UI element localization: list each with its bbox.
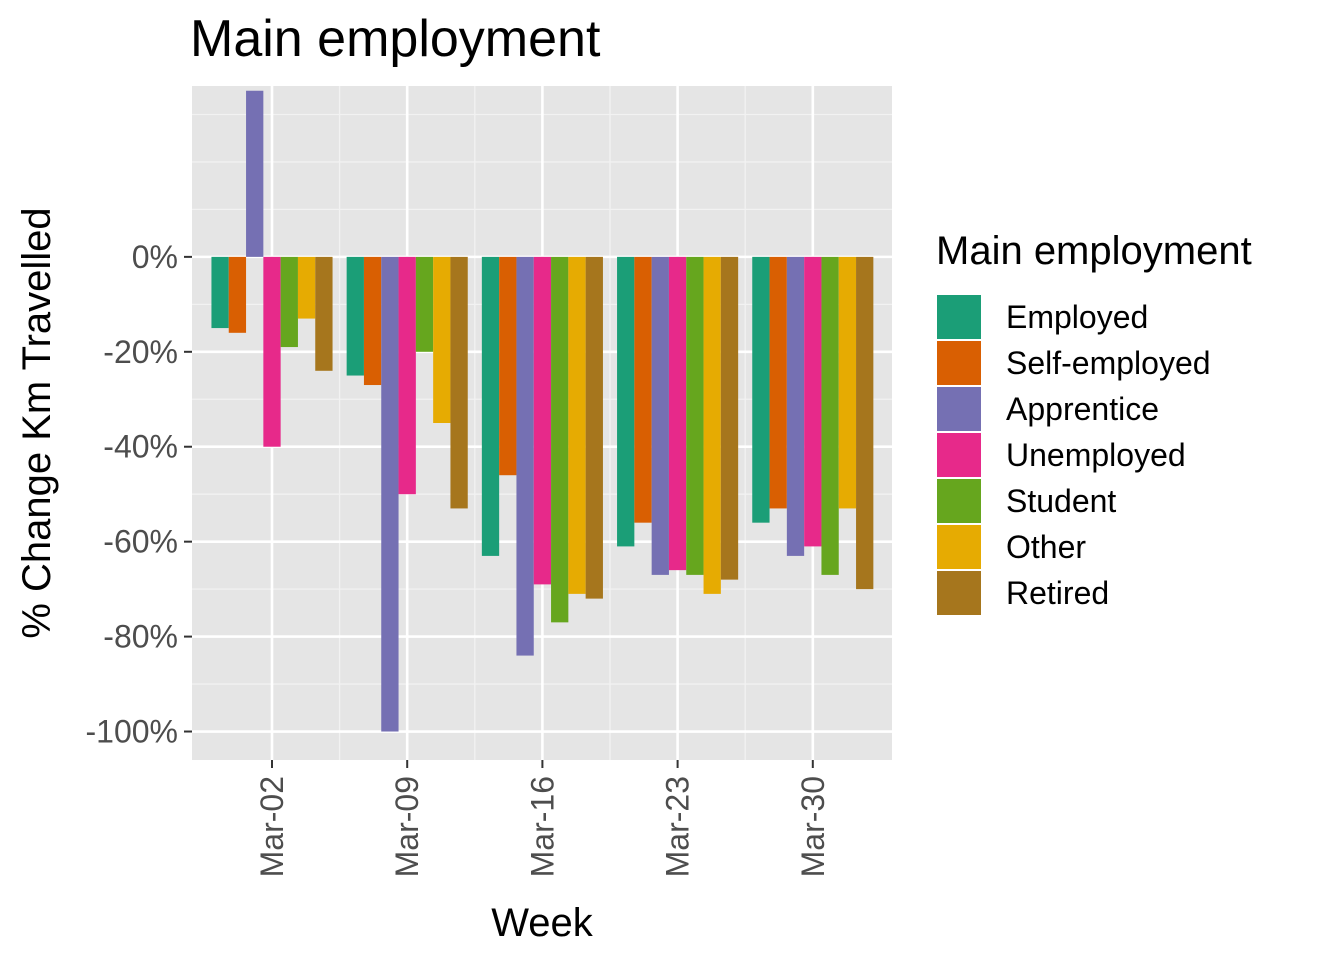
bar-self-employed-mar-16: [499, 256, 517, 476]
legend-label: Retired: [1006, 575, 1109, 611]
y-tick-label: -20%: [103, 334, 178, 370]
legend-label: Apprentice: [1006, 391, 1159, 427]
y-tick-label: 0%: [132, 239, 178, 275]
x-axis: Mar-02 Mar-09 Mar-16 Mar-23 Mar-30: [254, 760, 831, 877]
bar-unemployed-mar-30: [804, 256, 822, 547]
bar-retired-mar-02: [315, 256, 333, 371]
legend-label: Self-employed: [1006, 345, 1211, 381]
bar-apprentice-mar-23: [651, 256, 669, 575]
chart-title: Main employment: [190, 10, 601, 68]
legend-label: Employed: [1006, 299, 1148, 335]
bar-employed-mar-02: [211, 256, 229, 329]
y-axis-title: % Change Km Travelled: [15, 207, 59, 638]
x-tick-label: Mar-23: [660, 776, 696, 877]
y-tick-label: -100%: [86, 714, 179, 750]
legend-key-self-employed: [935, 339, 983, 387]
x-tick-label: Mar-09: [389, 776, 425, 877]
bar-student-mar-30: [821, 256, 839, 575]
bar-student-mar-23: [686, 256, 704, 575]
bar-unemployed-mar-23: [668, 256, 687, 571]
x-tick-label: Mar-02: [254, 776, 290, 877]
bar-apprentice-mar-09: [381, 256, 399, 732]
x-tick-label: Mar-30: [795, 776, 831, 877]
legend-key-retired: [935, 569, 983, 617]
bar-other-mar-02: [297, 256, 316, 319]
legend: Employed Self-employed Apprentice Unemploye…: [935, 293, 1211, 617]
y-tick-label: -80%: [103, 619, 178, 655]
y-axis: 0% -20% -40% -60% -80% -100%: [86, 239, 192, 750]
legend-key-student: [935, 477, 983, 525]
legend-title: Main employment: [936, 229, 1252, 273]
legend-key-employed: [935, 293, 983, 341]
bar-employed-mar-23: [617, 256, 635, 547]
legend-key-unemployed: [935, 431, 983, 479]
bar-apprentice-mar-02: [246, 90, 264, 257]
legend-key-other: [935, 523, 983, 571]
bar-retired-mar-23: [720, 256, 739, 580]
bar-apprentice-mar-30: [786, 256, 805, 556]
bar-unemployed-mar-16: [533, 256, 552, 585]
bar-unemployed-mar-09: [398, 256, 416, 495]
bar-unemployed-mar-02: [263, 256, 281, 447]
x-axis-title: Week: [491, 901, 594, 945]
bar-retired-mar-16: [585, 256, 603, 599]
bar-student-mar-02: [280, 256, 298, 348]
bar-other-mar-09: [433, 256, 451, 423]
bar-self-employed-mar-09: [363, 256, 382, 386]
bar-student-mar-16: [551, 256, 569, 623]
x-tick-label: Mar-16: [524, 776, 560, 877]
bar-retired-mar-30: [856, 256, 874, 590]
legend-label: Student: [1006, 483, 1116, 519]
bars: [211, 90, 874, 732]
y-tick-label: -40%: [103, 429, 178, 465]
bar-employed-mar-09: [346, 256, 364, 376]
bar-employed-mar-30: [752, 256, 770, 523]
legend-label: Other: [1006, 529, 1086, 565]
bar-other-mar-30: [838, 256, 857, 509]
bar-retired-mar-09: [450, 256, 468, 509]
bar-employed-mar-16: [481, 256, 500, 556]
legend-key-apprentice: [935, 385, 983, 433]
legend-label: Unemployed: [1006, 437, 1186, 473]
bar-self-employed-mar-02: [228, 256, 247, 333]
bar-other-mar-16: [568, 256, 586, 594]
bar-self-employed-mar-23: [634, 256, 652, 523]
bar-self-employed-mar-30: [769, 256, 787, 509]
bar-other-mar-23: [703, 256, 721, 594]
bar-student-mar-09: [415, 256, 434, 352]
y-tick-label: -60%: [103, 524, 178, 560]
bar-apprentice-mar-16: [516, 256, 534, 656]
